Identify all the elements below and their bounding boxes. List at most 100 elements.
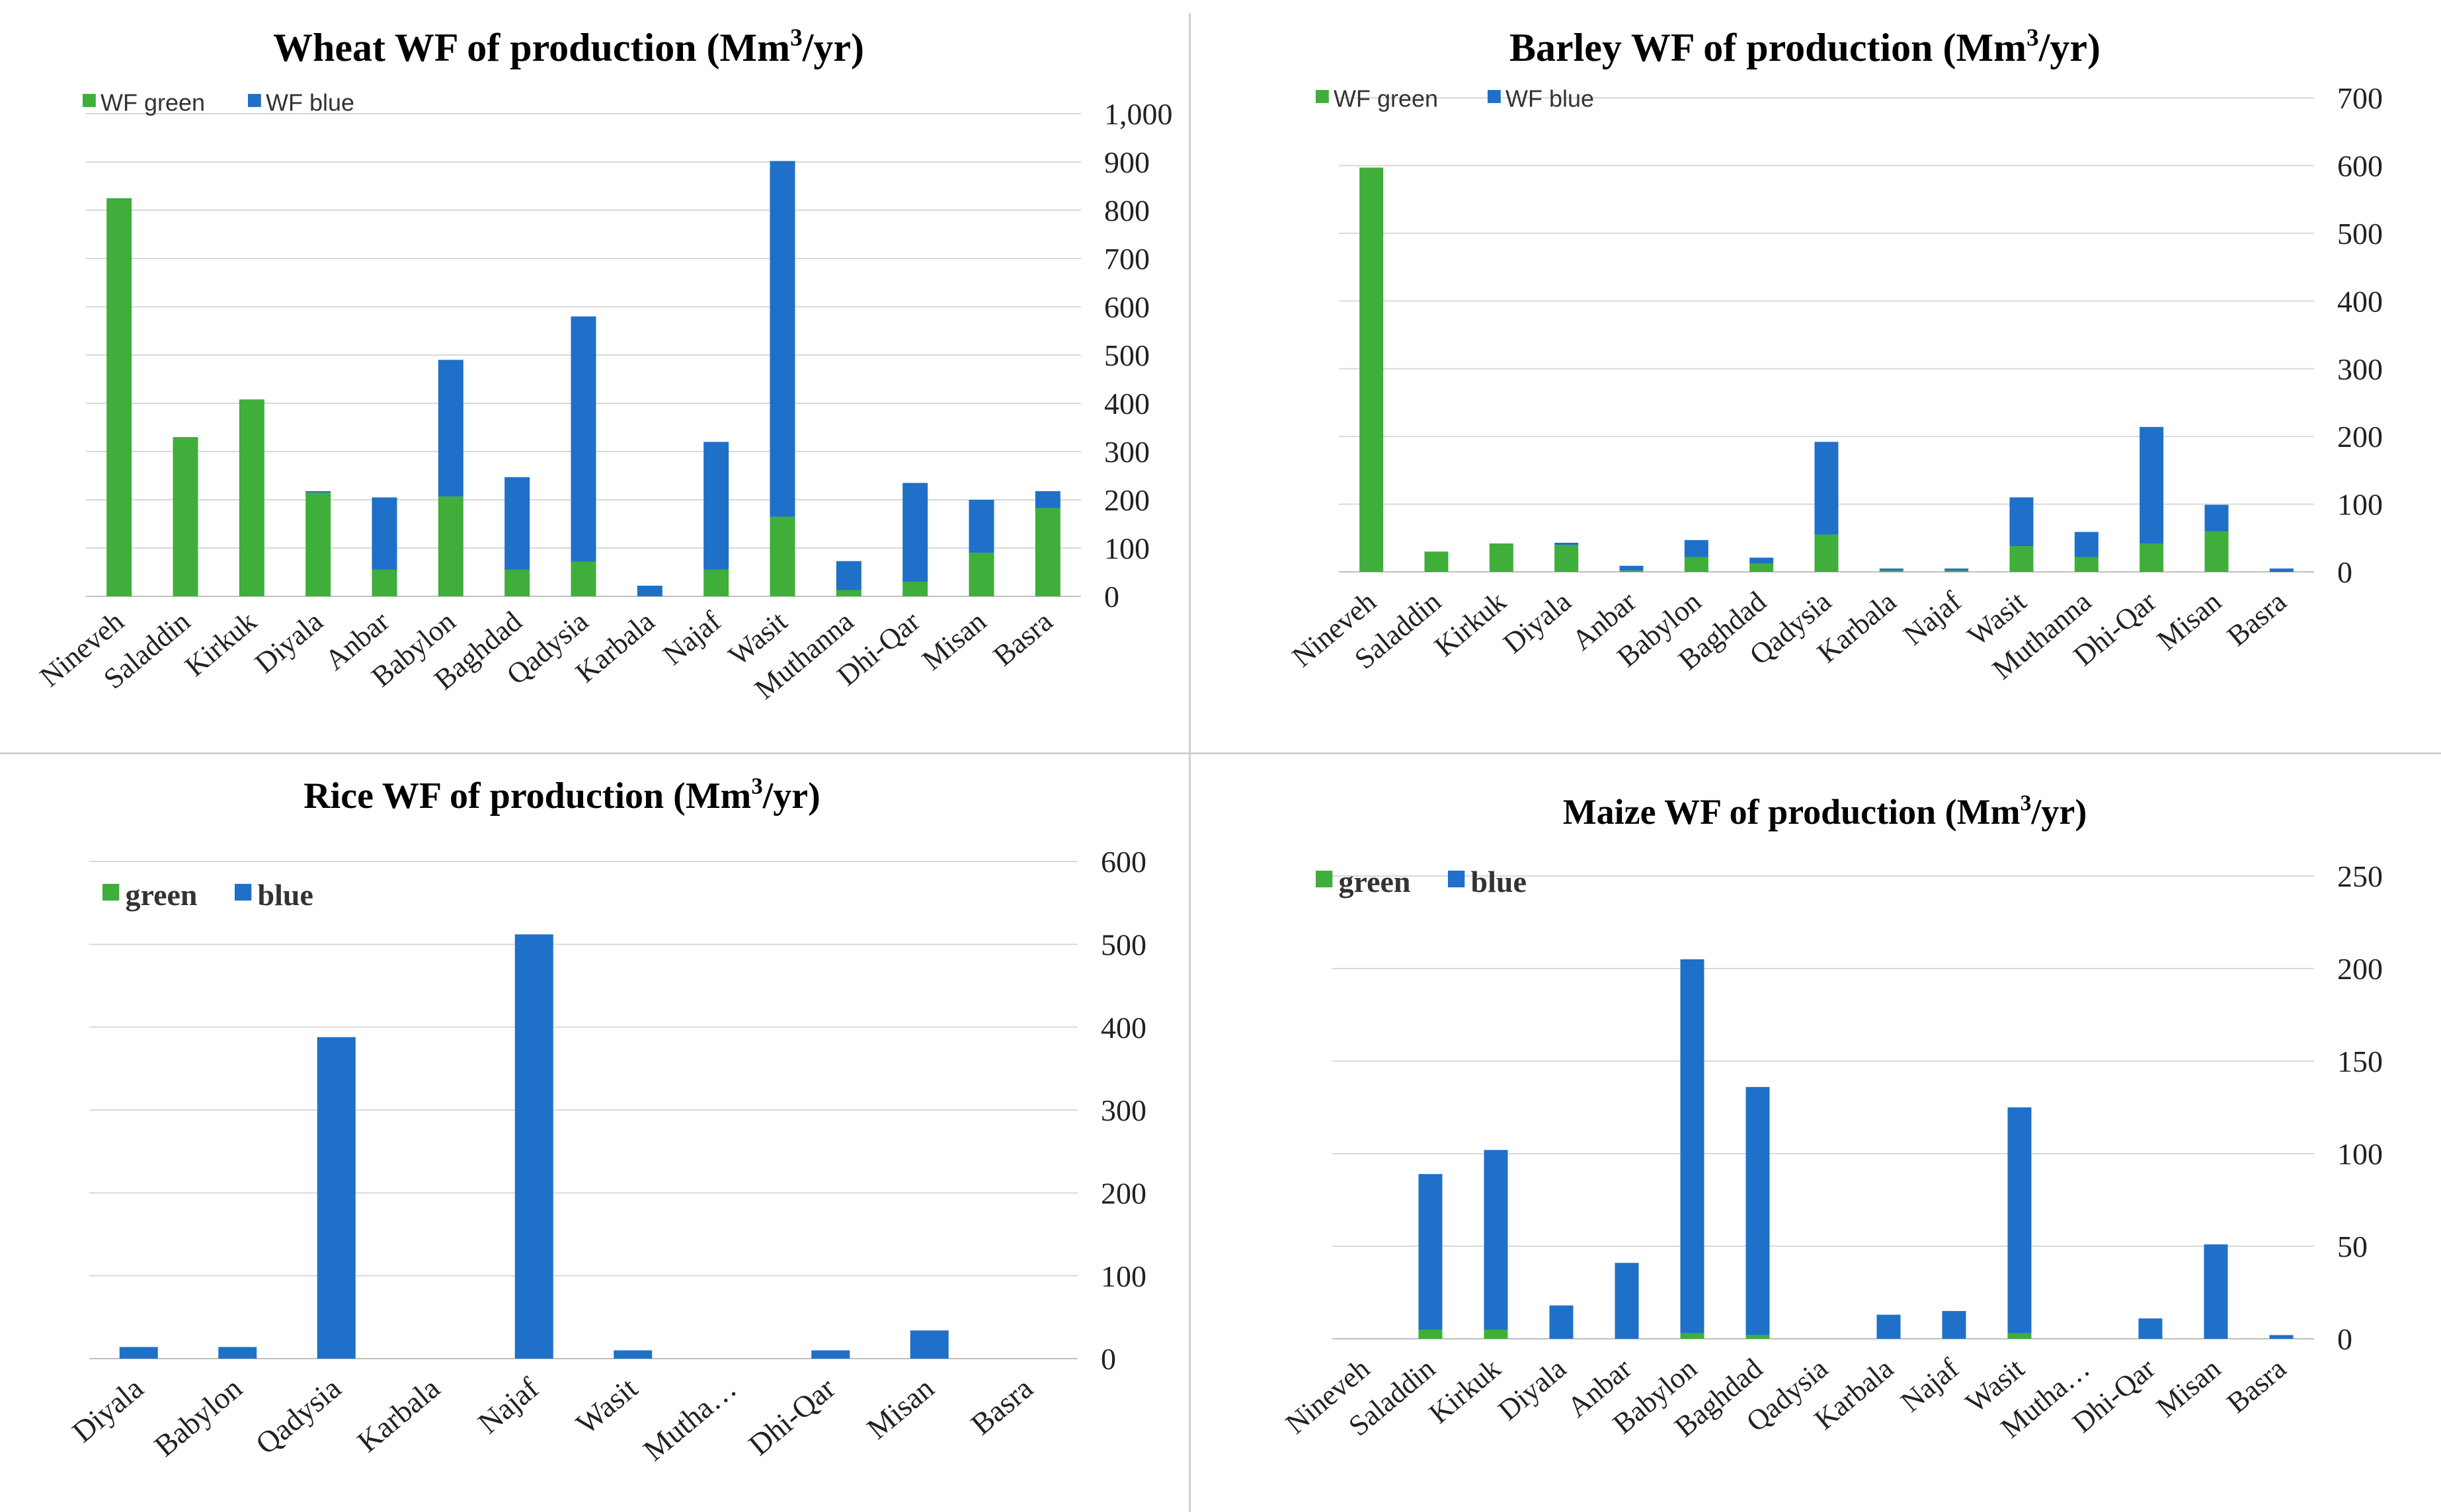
y-tick-label: 800 bbox=[1104, 194, 1150, 227]
y-tick-label: 600 bbox=[1101, 845, 1146, 879]
bar-green-kirkuk bbox=[239, 399, 264, 596]
legend-label: green bbox=[1339, 865, 1411, 898]
bar-blue-misan bbox=[2204, 1244, 2228, 1339]
bar-blue-misan bbox=[2204, 504, 2229, 532]
y-tick-label: 1,000 bbox=[1104, 97, 1173, 131]
bar-blue-dhiqar bbox=[2138, 1318, 2163, 1339]
bar-blue-anbar bbox=[1619, 565, 1644, 571]
bar-green-saladdin bbox=[1424, 551, 1449, 572]
bar-green-baghdad bbox=[1745, 1335, 1770, 1339]
chart-title-superscript: 3 bbox=[790, 24, 803, 52]
bar-blue-basra bbox=[2269, 568, 2294, 572]
chart-title-unit: /yr) bbox=[2038, 26, 2101, 69]
bar-blue-qadysia bbox=[317, 1037, 356, 1359]
bar-green-muthanna bbox=[2074, 557, 2099, 572]
y-tick-label: 100 bbox=[2337, 1137, 2383, 1171]
y-tick-label: 50 bbox=[2337, 1230, 2368, 1263]
x-category-label: Diyala bbox=[65, 1371, 149, 1449]
bar-blue-misan bbox=[969, 500, 994, 553]
bar-green-saladdin bbox=[1418, 1330, 1443, 1339]
x-category-label: Mutha… bbox=[637, 1371, 742, 1468]
bar-green-misan bbox=[969, 553, 994, 596]
bar-green-dhiqar bbox=[2140, 543, 2164, 572]
chart-title-main: Rice WF of production (Mm bbox=[303, 776, 751, 816]
y-tick-label: 200 bbox=[1101, 1176, 1146, 1210]
bar-blue-wasit bbox=[2007, 1107, 2032, 1333]
x-category-label: Basra bbox=[987, 605, 1059, 672]
chart-title-main: Wheat WF of production (Mm bbox=[273, 26, 790, 69]
bar-blue-muthanna bbox=[836, 561, 861, 590]
x-category-label: Najaf bbox=[657, 605, 727, 672]
y-tick-label: 900 bbox=[1104, 145, 1150, 179]
bar-green-dhiqar bbox=[902, 582, 928, 596]
x-category-label: Diyala bbox=[1492, 1352, 1572, 1427]
bar-blue-babylon bbox=[1680, 959, 1704, 1333]
x-category-label: Najaf bbox=[1897, 585, 1968, 652]
bar-blue-wasit bbox=[614, 1350, 653, 1359]
y-tick-label: 300 bbox=[1101, 1094, 1146, 1127]
bar-blue-diyala bbox=[305, 491, 331, 493]
y-tick-label: 200 bbox=[2337, 420, 2383, 454]
bar-green-qadysia bbox=[571, 561, 596, 596]
legend-label: WF green bbox=[100, 89, 205, 116]
x-category-label: Kirkuk bbox=[1423, 1352, 1507, 1430]
bar-green-qadysia bbox=[1814, 534, 1839, 572]
x-category-label: Qadysia bbox=[249, 1371, 347, 1461]
bar-green-wasit bbox=[2007, 1333, 2032, 1339]
bar-blue-dhiqar bbox=[2140, 426, 2164, 543]
bar-blue-muthanna bbox=[2074, 532, 2099, 557]
bar-green-muthanna bbox=[836, 590, 861, 596]
bar-green-anbar bbox=[372, 569, 397, 596]
chart-title: Rice WF of production (Mm3/yr) bbox=[303, 774, 820, 816]
chart-title-unit: /yr) bbox=[2030, 792, 2087, 832]
bar-blue-babylon bbox=[438, 360, 463, 497]
y-tick-label: 200 bbox=[2337, 952, 2383, 986]
y-tick-label: 400 bbox=[1104, 387, 1150, 420]
y-tick-label: 600 bbox=[2337, 149, 2383, 183]
barley-chart: Barley WF of production (Mm3/yr) 0 100 200 3… bbox=[1286, 24, 2383, 686]
bar-blue-basra bbox=[2269, 1335, 2294, 1339]
bar-green-nineveh bbox=[106, 198, 132, 596]
bar-green-saladdin bbox=[173, 437, 198, 596]
chart-title-superscript: 3 bbox=[751, 774, 762, 799]
legend-swatch-blue bbox=[1448, 870, 1465, 888]
x-category-label: Misan bbox=[916, 605, 992, 676]
bar-green-najaf bbox=[1944, 570, 1969, 572]
bar-blue-baghdad bbox=[1745, 1087, 1770, 1335]
x-category-label: Basra bbox=[965, 1371, 1039, 1441]
legend-label: WF blue bbox=[1505, 85, 1594, 112]
wheat-chart: Wheat WF of production (Mm3/yr) 0 100 200 30… bbox=[34, 24, 1173, 705]
bar-blue-diyala bbox=[119, 1347, 158, 1359]
y-tick-label: 400 bbox=[2337, 284, 2383, 318]
bar-green-kirkuk bbox=[1484, 1330, 1508, 1339]
bar-blue-babylon bbox=[1684, 539, 1708, 557]
bar-green-najaf bbox=[703, 569, 729, 596]
bar-blue-najaf bbox=[703, 442, 729, 570]
y-tick-label: 100 bbox=[1101, 1259, 1146, 1293]
y-tick-label: 150 bbox=[2337, 1045, 2383, 1078]
bar-blue-wasit bbox=[2009, 497, 2034, 547]
x-category-label: Kirkuk bbox=[1428, 585, 1512, 663]
bar-blue-qadysia bbox=[571, 316, 596, 562]
bar-blue-karbala bbox=[1879, 568, 1903, 571]
bar-green-baghdad bbox=[1749, 563, 1774, 572]
bar-green-baghdad bbox=[504, 569, 530, 596]
bar-green-anbar bbox=[1619, 570, 1644, 572]
chart-title: Maize WF of production (Mm3/yr) bbox=[1563, 791, 2087, 832]
y-tick-label: 0 bbox=[1101, 1342, 1116, 1376]
x-category-label: Basra bbox=[2221, 585, 2292, 653]
x-category-label: Najaf bbox=[471, 1371, 545, 1440]
chart-title-superscript: 3 bbox=[2021, 791, 2032, 815]
chart-title: Wheat WF of production (Mm3/yr) bbox=[273, 24, 864, 69]
bar-blue-karbala bbox=[637, 585, 662, 596]
bar-blue-diyala bbox=[1554, 542, 1579, 545]
y-tick-label: 600 bbox=[1104, 290, 1150, 324]
legend-swatch-green bbox=[102, 883, 120, 901]
bar-blue-baghdad bbox=[1749, 557, 1774, 564]
legend-label: blue bbox=[258, 878, 313, 912]
bar-green-basra bbox=[1035, 508, 1060, 596]
bar-blue-basra bbox=[1035, 491, 1060, 508]
y-tick-label: 400 bbox=[1101, 1011, 1146, 1045]
x-category-label: Wasit bbox=[570, 1371, 644, 1441]
x-category-label: Babylon bbox=[147, 1371, 248, 1463]
